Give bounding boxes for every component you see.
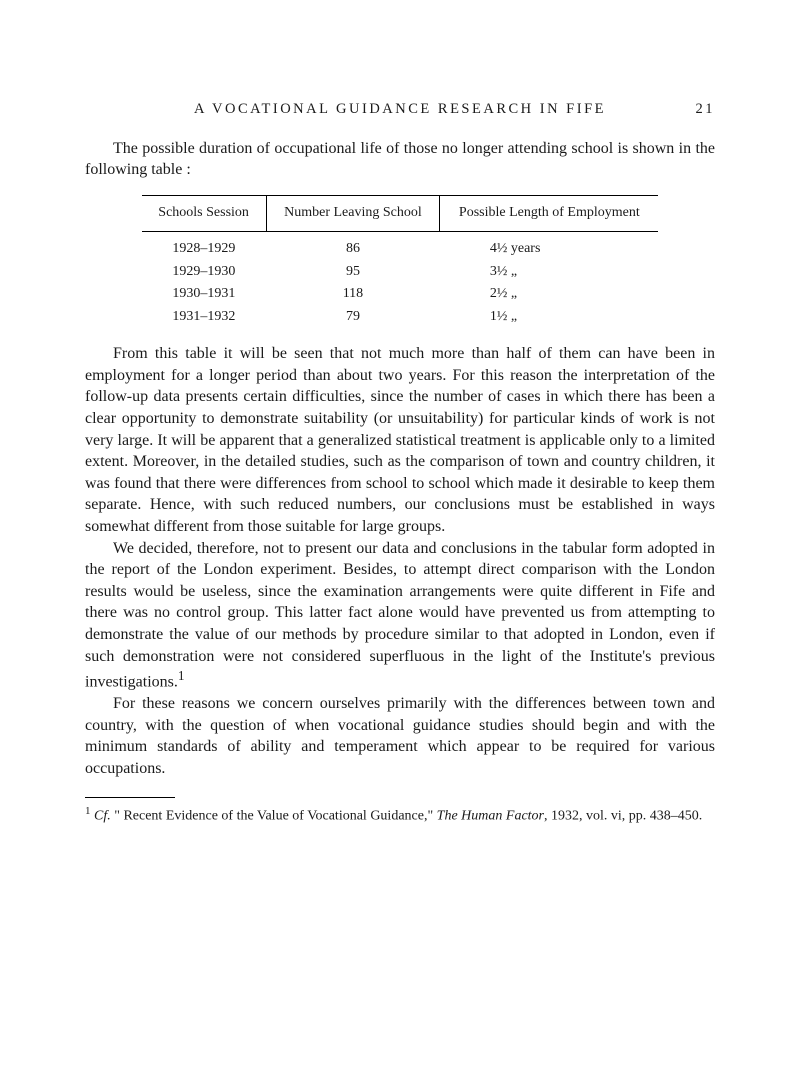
cell-number: 86 — [266, 231, 440, 260]
table-header-row: Schools Session Number Leaving School Po… — [142, 195, 659, 231]
cell-session: 1931–1932 — [142, 306, 266, 329]
cell-length: 4½ years — [440, 231, 658, 260]
cell-length: 1½ „ — [440, 306, 658, 329]
cell-number: 118 — [266, 283, 440, 306]
footnote-rule — [85, 797, 175, 798]
table-row: 1931–1932 79 1½ „ — [142, 306, 659, 329]
footnote-marker: 1 — [85, 805, 91, 817]
cell-number: 79 — [266, 306, 440, 329]
page-number: 21 — [685, 100, 715, 120]
table-row: 1928–1929 86 4½ years — [142, 231, 659, 260]
body-paragraph-2: We decided, therefore, not to present ou… — [85, 538, 715, 693]
body-paragraph-1: From this table it will be seen that not… — [85, 343, 715, 537]
footnote-ref: 1 — [178, 668, 185, 683]
body-paragraph-3: For these reasons we concern ourselves p… — [85, 693, 715, 779]
table-row: 1930–1931 118 2½ „ — [142, 283, 659, 306]
table-row: 1929–1930 95 3½ „ — [142, 261, 659, 284]
intro-paragraph: The possible duration of occupational li… — [85, 138, 715, 181]
th-length: Possible Length of Employment — [440, 195, 658, 231]
cell-session: 1929–1930 — [142, 261, 266, 284]
duration-table: Schools Session Number Leaving School Po… — [142, 195, 659, 329]
cell-number: 95 — [266, 261, 440, 284]
th-session: Schools Session — [142, 195, 266, 231]
footnote-text-b: " Recent Evidence of the Value of Vocati… — [111, 809, 437, 824]
th-number: Number Leaving School — [266, 195, 440, 231]
footnote-text-d: , 1932, vol. vi, pp. 438–450. — [544, 809, 702, 824]
cell-length: 2½ „ — [440, 283, 658, 306]
running-title: A VOCATIONAL GUIDANCE RESEARCH IN FIFE — [85, 100, 685, 120]
running-head: A VOCATIONAL GUIDANCE RESEARCH IN FIFE 2… — [85, 100, 715, 120]
footnote-journal: The Human Factor — [437, 809, 544, 824]
cell-session: 1928–1929 — [142, 231, 266, 260]
footnote-cf: Cf. — [94, 809, 111, 824]
cell-length: 3½ „ — [440, 261, 658, 284]
footnote: 1 Cf. " Recent Evidence of the Value of … — [85, 804, 715, 827]
cell-session: 1930–1931 — [142, 283, 266, 306]
